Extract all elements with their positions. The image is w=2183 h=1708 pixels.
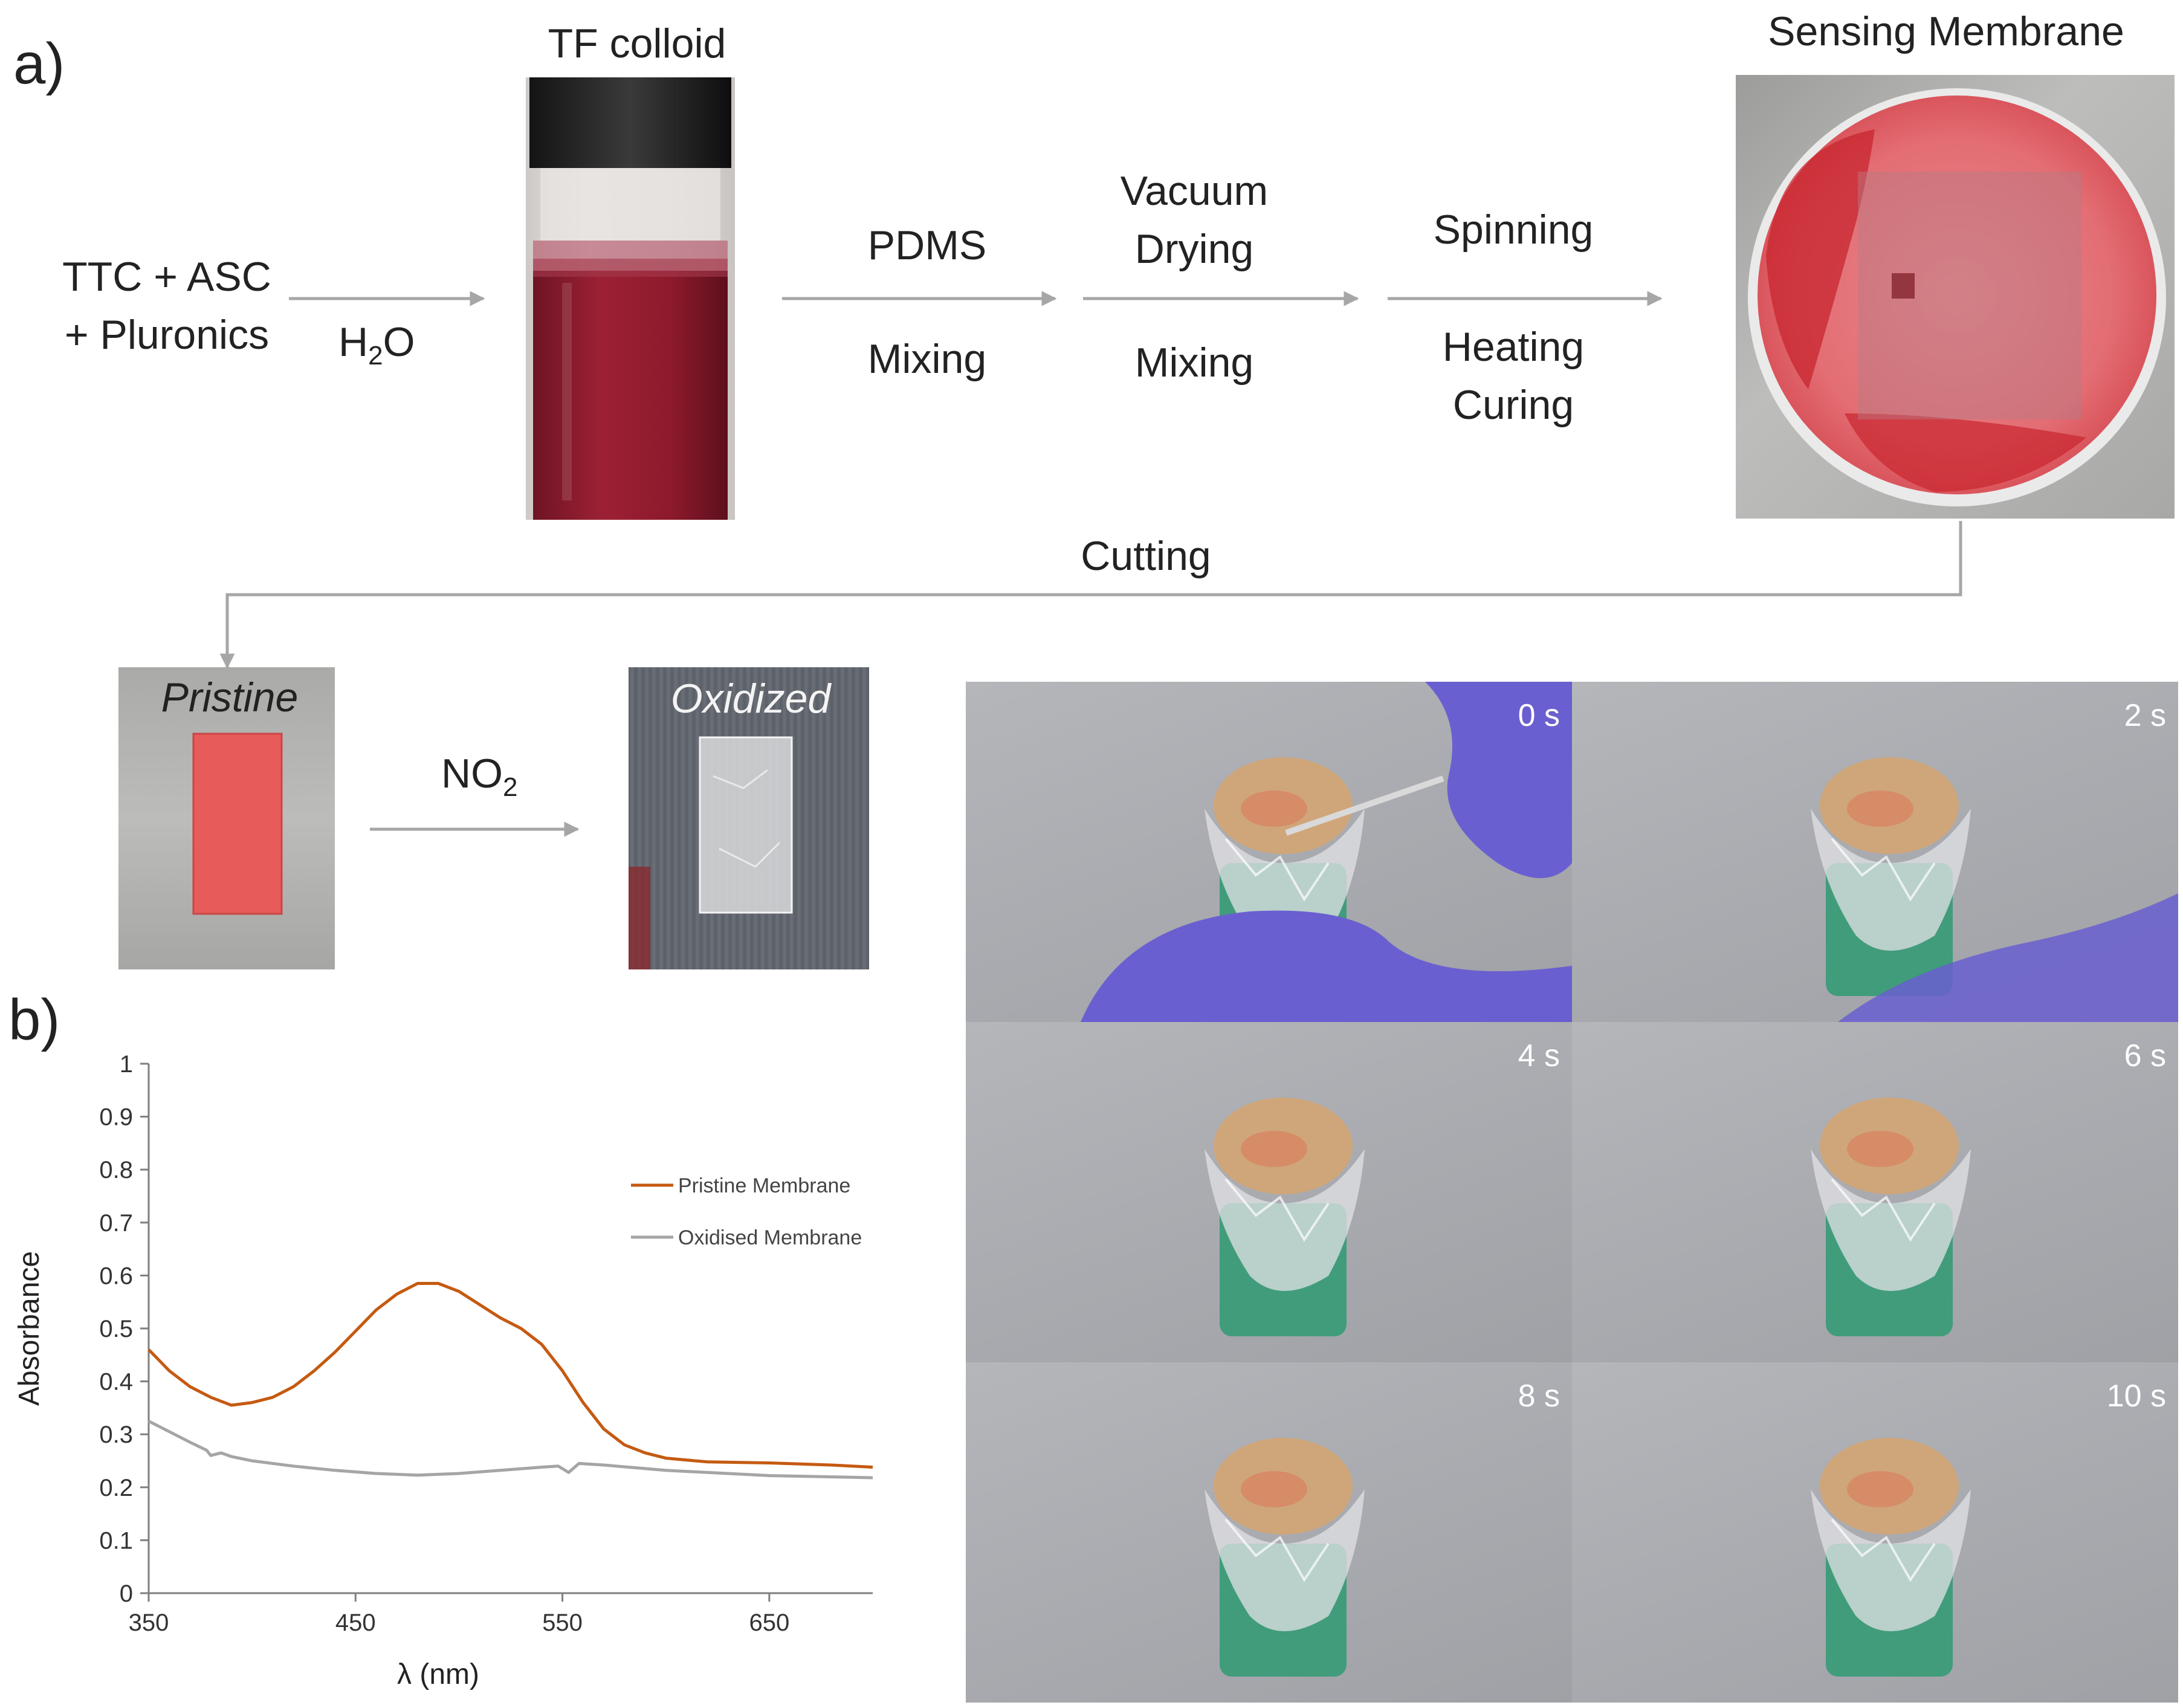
reagents-line1: TTC + ASC (62, 254, 271, 300)
y-tick-label: 0.5 (99, 1316, 133, 1342)
y-tick-label: 0.9 (99, 1104, 133, 1131)
y-tick-label: 0.7 (99, 1210, 133, 1237)
flow-arrows (219, 291, 1962, 837)
timelapse-time-label: 2 s (2124, 698, 2166, 733)
timelapse-time-label: 4 s (1518, 1038, 1560, 1073)
x-tick-label: 650 (749, 1609, 789, 1636)
x-tick-label: 550 (542, 1609, 583, 1636)
step2-top1: Vacuum (1120, 168, 1269, 214)
timelapse-frame: 0 s (966, 682, 1572, 1022)
pristine-label: Pristine (161, 674, 299, 720)
y-axis-label: Absorbance (13, 1251, 45, 1406)
timelapse-frame: 4 s (966, 1022, 1572, 1362)
oxidized-photo (629, 667, 869, 969)
step1-bottom: Mixing (867, 336, 987, 382)
step3-top: Spinning (1433, 207, 1594, 253)
tf-colloid-label: TF colloid (548, 21, 726, 66)
oxidized-label: Oxidized (670, 676, 831, 722)
step3-bottom1: Heating (1442, 324, 1585, 370)
timelapse-time-label: 0 s (1518, 698, 1560, 733)
timelapse-frame: 6 s (1572, 1022, 2178, 1362)
panel-label-a: a) (13, 31, 65, 96)
x-axis-label: λ (nm) (397, 1658, 479, 1690)
step2-bottom: Mixing (1134, 340, 1254, 386)
legend-label: Pristine Membrane (678, 1174, 850, 1197)
gas-label: NO2 (441, 751, 518, 802)
tf-colloid-photo (526, 77, 735, 520)
y-tick-label: 0.4 (99, 1369, 133, 1396)
timelapse-grid: 0 s 2 s 4 s 6 s 8 s 10 s (966, 682, 2178, 1703)
pristine-photo (118, 667, 335, 969)
timelapse-time-label: 10 s (2106, 1379, 2166, 1414)
timelapse-frame: 2 s (1572, 682, 2178, 1022)
reagents-line2: + Pluronics (64, 312, 270, 358)
x-tick-label: 350 (129, 1609, 169, 1636)
absorbance-chart: 0 0.1 0.2 0.3 0.4 0.5 0.6 0.7 0.8 0.9 1 350 450 550 65… (13, 1051, 873, 1690)
step1-top: PDMS (867, 222, 987, 268)
y-tick-label: 1 (120, 1051, 133, 1078)
step2-top2: Drying (1134, 226, 1254, 272)
legend-label: Oxidised Membrane (678, 1226, 862, 1249)
y-tick-label: 0.8 (99, 1157, 133, 1183)
sensing-membrane-photo (1736, 75, 2175, 519)
timelapse-time-label: 8 s (1518, 1379, 1560, 1414)
step3-bottom2: Curing (1452, 382, 1574, 428)
arrow-cutting (219, 521, 1962, 669)
cutting-label: Cutting (1081, 533, 1211, 579)
series-line-oxidised (147, 1420, 873, 1480)
y-tick-label: 0.3 (99, 1422, 133, 1448)
x-tick-label: 450 (335, 1609, 376, 1636)
timelapse-frame: 10 s (1572, 1362, 2178, 1703)
series-line-pristine (147, 1282, 873, 1469)
panel-label-b: b) (8, 988, 60, 1052)
timelapse-time-label: 6 s (2124, 1038, 2166, 1073)
y-tick-label: 0.1 (99, 1527, 133, 1554)
solvent-label: H2O (338, 319, 415, 370)
timelapse-frame: 8 s (966, 1362, 1572, 1703)
sensing-membrane-label: Sensing Membrane (1768, 8, 2124, 54)
y-tick-label: 0.6 (99, 1263, 133, 1289)
y-tick-label: 0 (120, 1580, 133, 1607)
y-tick-label: 0.2 (99, 1475, 133, 1501)
